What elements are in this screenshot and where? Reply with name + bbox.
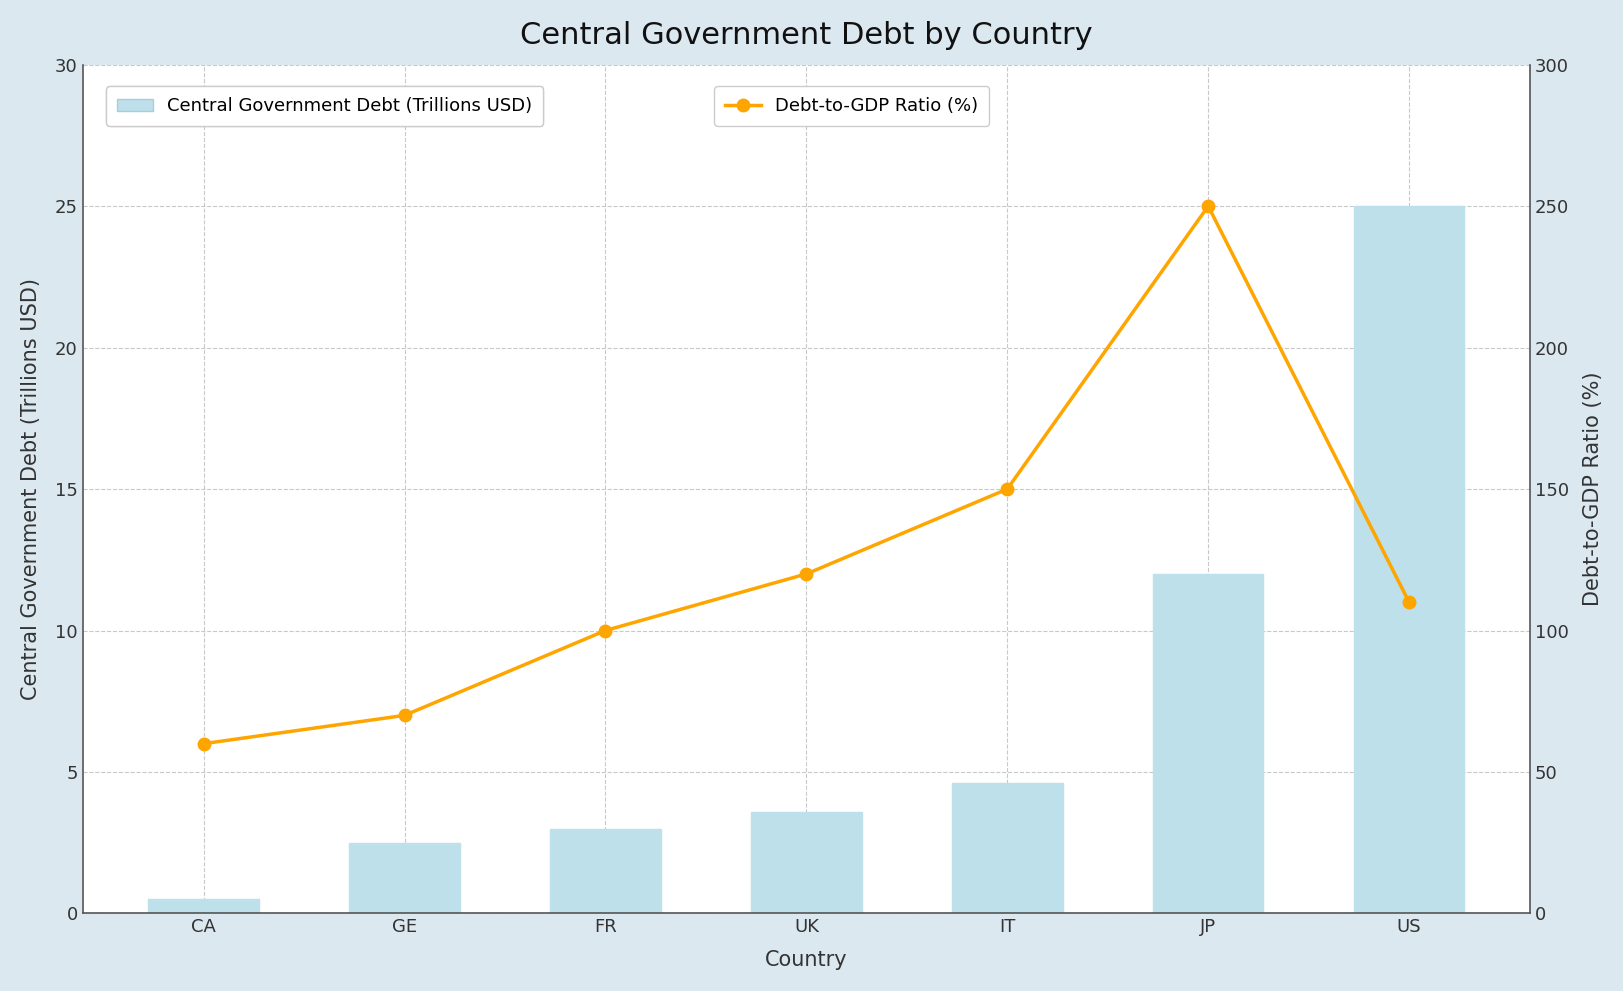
Bar xyxy=(1354,206,1464,914)
Legend: Debt-to-GDP Ratio (%): Debt-to-GDP Ratio (%) xyxy=(714,86,988,126)
Y-axis label: Central Government Debt (Trillions USD): Central Government Debt (Trillions USD) xyxy=(21,278,41,700)
Y-axis label: Debt-to-GDP Ratio (%): Debt-to-GDP Ratio (%) xyxy=(1582,372,1602,606)
Bar xyxy=(550,828,661,914)
Title: Central Government Debt by Country: Central Government Debt by Country xyxy=(519,21,1092,50)
Bar xyxy=(349,842,459,914)
Bar xyxy=(1152,574,1263,914)
Bar xyxy=(148,899,258,914)
Legend: Central Government Debt (Trillions USD): Central Government Debt (Trillions USD) xyxy=(105,86,544,126)
X-axis label: Country: Country xyxy=(764,950,847,970)
Bar xyxy=(951,783,1061,914)
Bar xyxy=(751,812,862,914)
